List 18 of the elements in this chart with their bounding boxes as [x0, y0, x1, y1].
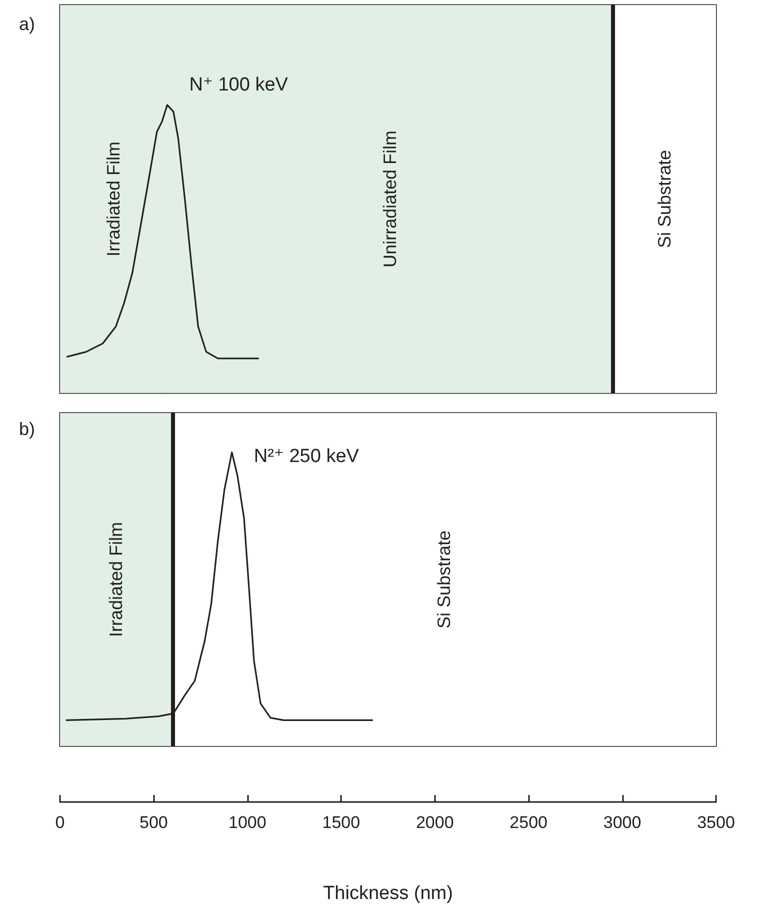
chart-title: a) [19, 14, 36, 34]
band-label: Irradiated Film [106, 522, 126, 638]
band-label: Si Substrate [654, 150, 674, 248]
chart-title: b) [19, 419, 36, 439]
x-tick-label: 500 [140, 813, 168, 832]
band-label: Unirradiated Film [380, 130, 400, 268]
x-tick-label: 0 [55, 813, 65, 832]
band-label: Irradiated Film [103, 141, 124, 257]
x-tick-label: 1000 [228, 813, 266, 832]
x-tick-label: 2500 [510, 813, 548, 832]
x-tick-label: 3000 [603, 813, 642, 832]
x-tick-label: 3500 [697, 813, 735, 832]
x-axis-title: Thickness (nm) [323, 883, 453, 904]
annotation: N⁺ 100 keV [189, 74, 288, 96]
annotation: N²⁺ 250 keV [254, 446, 360, 467]
x-tick-label: 2000 [416, 813, 454, 832]
band-label: Si Substrate [434, 530, 454, 629]
x-tick-label: 1500 [322, 813, 360, 832]
